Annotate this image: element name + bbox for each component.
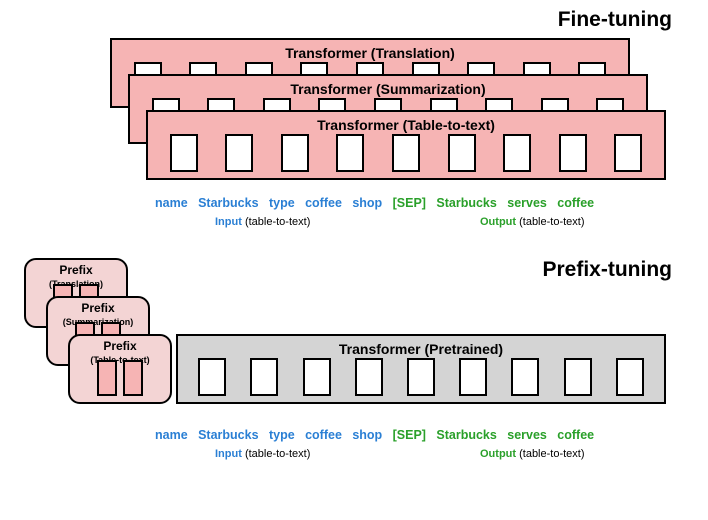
transformer-pretrained: Transformer (Pretrained) bbox=[176, 334, 666, 404]
tokens-line-2: name Starbucks type coffee shop [SEP] St… bbox=[155, 428, 670, 442]
tok2-out-0: Starbucks bbox=[436, 428, 496, 442]
tok-sep: [SEP] bbox=[393, 196, 426, 210]
tokens-line-1: name Starbucks type coffee shop [SEP] St… bbox=[155, 196, 670, 210]
prefix-table2text: Prefix (Table-to-text) bbox=[68, 334, 172, 404]
prefix-table2text-slots bbox=[70, 360, 170, 396]
sub-output-1: Output (table-to-text) bbox=[480, 216, 585, 228]
tok2-in-4: shop bbox=[352, 428, 382, 442]
tok2-in-1: Starbucks bbox=[198, 428, 258, 442]
slot bbox=[448, 134, 476, 172]
slot bbox=[392, 134, 420, 172]
slot bbox=[564, 358, 592, 396]
slot bbox=[459, 358, 487, 396]
tok-in-3: coffee bbox=[305, 196, 342, 210]
slot bbox=[355, 358, 383, 396]
sub-output-1-label: Output bbox=[480, 216, 516, 228]
slot bbox=[503, 134, 531, 172]
sub-input-1: Input (table-to-text) bbox=[215, 216, 310, 228]
prefix-translation-label-a: Prefix bbox=[59, 263, 92, 277]
slot bbox=[250, 358, 278, 396]
slot bbox=[225, 134, 253, 172]
prefix-slot bbox=[123, 360, 143, 396]
slot bbox=[616, 358, 644, 396]
tok-in-4: shop bbox=[352, 196, 382, 210]
prefix-slot bbox=[97, 360, 117, 396]
sub-input-1-paren: (table-to-text) bbox=[242, 216, 310, 228]
transformer-pretrained-label: Transformer (Pretrained) bbox=[178, 341, 664, 357]
title-fine-tuning: Fine-tuning bbox=[558, 8, 672, 32]
tok2-out-2: coffee bbox=[557, 428, 594, 442]
sub-input-2: Input (table-to-text) bbox=[215, 448, 310, 460]
tok-in-1: Starbucks bbox=[198, 196, 258, 210]
transformer-translation-label: Transformer (Translation) bbox=[112, 45, 628, 61]
slot bbox=[281, 134, 309, 172]
sub-output-2-label: Output bbox=[480, 448, 516, 460]
slot bbox=[407, 358, 435, 396]
prefix-summarization-label-a: Prefix bbox=[81, 301, 114, 315]
slot bbox=[559, 134, 587, 172]
slot bbox=[614, 134, 642, 172]
tok-out-0: Starbucks bbox=[436, 196, 496, 210]
transformer-summarization-label: Transformer (Summarization) bbox=[130, 81, 646, 97]
title-prefix-tuning: Prefix-tuning bbox=[543, 258, 673, 282]
tok-in-0: name bbox=[155, 196, 188, 210]
transformer-table2text: Transformer (Table-to-text) bbox=[146, 110, 666, 180]
tok2-in-3: coffee bbox=[305, 428, 342, 442]
tok2-out-1: serves bbox=[507, 428, 547, 442]
transformer-table2text-label: Transformer (Table-to-text) bbox=[148, 117, 664, 133]
tok-out-1: serves bbox=[507, 196, 547, 210]
transformer-table2text-slots bbox=[148, 134, 664, 172]
sub-input-1-label: Input bbox=[215, 216, 242, 228]
slot bbox=[336, 134, 364, 172]
sub-input-2-label: Input bbox=[215, 448, 242, 460]
slot bbox=[170, 134, 198, 172]
slot bbox=[303, 358, 331, 396]
tok-in-2: type bbox=[269, 196, 295, 210]
tok2-in-0: name bbox=[155, 428, 188, 442]
sub-output-1-paren: (table-to-text) bbox=[516, 216, 584, 228]
slot bbox=[511, 358, 539, 396]
tok-out-2: coffee bbox=[557, 196, 594, 210]
sub-output-2: Output (table-to-text) bbox=[480, 448, 585, 460]
slot bbox=[198, 358, 226, 396]
tok2-sep: [SEP] bbox=[393, 428, 426, 442]
prefix-table2text-label-a: Prefix bbox=[103, 339, 136, 353]
sub-output-2-paren: (table-to-text) bbox=[516, 448, 584, 460]
sub-input-2-paren: (table-to-text) bbox=[242, 448, 310, 460]
tok2-in-2: type bbox=[269, 428, 295, 442]
transformer-pretrained-slots bbox=[178, 358, 664, 396]
